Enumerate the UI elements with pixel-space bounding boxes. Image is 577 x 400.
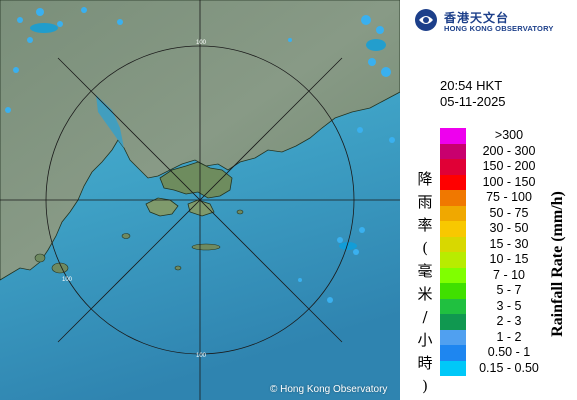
legend-swatch — [440, 159, 466, 175]
legend-swatch — [440, 252, 466, 268]
radar-echoes-dense — [30, 23, 386, 250]
copyright-notice: © Hong Kong Observatory — [270, 384, 388, 395]
hong-kong-landmass — [159, 161, 233, 199]
org-name-cn: 香港天文台 — [444, 11, 510, 25]
legend-title-cn-char: 降 — [417, 170, 433, 188]
radar-map-svg: 100 100 100 — [0, 0, 400, 400]
range-label-west: 100 — [62, 277, 73, 283]
legend-swatches — [440, 128, 466, 376]
hko-logo[interactable]: 香港天文台 HONG KONG OBSERVATORY — [414, 6, 574, 38]
radar-map[interactable]: 100 100 100 © Hong Kong Observatory — [0, 0, 400, 400]
legend-range-label: 50 - 75 — [489, 205, 529, 220]
range-rings — [0, 0, 400, 400]
legend-swatch — [440, 236, 466, 252]
legend-title-cn-char: 小 — [417, 331, 433, 349]
legend-title-cn-char: 時 — [417, 354, 433, 372]
timestamp-time: 20:54 HKT — [440, 78, 503, 93]
legend-title-cn-char: 雨 — [417, 193, 433, 211]
legend-title-cn-char: 米 — [417, 285, 433, 303]
legend-range-label: 2 - 3 — [496, 314, 522, 328]
legend-range-label: 15 - 30 — [489, 236, 529, 251]
legend-swatch — [440, 360, 466, 376]
legend-range-label: 30 - 50 — [489, 221, 529, 235]
legend-swatch — [440, 174, 466, 190]
legend-ranges: >300 200 - 300 150 - 200 100 - 150 75 - 100 5… — [466, 128, 552, 376]
legend-range-label: 7 - 10 — [493, 267, 525, 282]
legend-range-label: 200 - 300 — [482, 143, 536, 158]
legend-swatch — [440, 190, 466, 206]
legend-range-label: 10 - 15 — [489, 252, 529, 266]
legend-range-label: >300 — [494, 128, 524, 142]
legend-range-label: 1 - 2 — [496, 329, 522, 344]
legend-range-label: 100 - 150 — [482, 174, 536, 189]
legend-range-label: 5 - 7 — [496, 283, 522, 297]
legend-title-cn-char: ) — [422, 377, 428, 395]
legend-range-label: 3 - 5 — [496, 298, 522, 313]
outlying-islands — [34, 209, 244, 274]
legend-title-cn-char: ( — [422, 239, 428, 257]
legend-swatch — [440, 314, 466, 330]
legend-swatch — [440, 221, 466, 237]
legend-swatch — [440, 143, 466, 159]
legend-swatch — [440, 128, 466, 144]
legend-title-cn: 降雨率 ( 毫米 / 小時) — [414, 168, 436, 398]
legend-title-cn-char: / — [422, 308, 428, 326]
hko-emblem-icon — [415, 9, 437, 31]
legend-swatch — [440, 345, 466, 361]
legend-swatch — [440, 298, 466, 314]
org-name-en: HONG KONG OBSERVATORY — [444, 24, 554, 33]
legend-range-label: 150 - 200 — [482, 159, 536, 173]
legend-swatch — [440, 329, 466, 345]
legend-swatch — [440, 283, 466, 299]
lantau-island — [145, 197, 179, 217]
timestamp-date: 05-11-2025 — [440, 94, 506, 109]
range-label-north: 100 — [196, 40, 207, 46]
legend-range-label: 75 - 100 — [486, 190, 532, 204]
legend-title-cn-char: 毫 — [417, 262, 433, 280]
legend-range-label: 0.15 - 0.50 — [479, 360, 539, 375]
radar-echoes — [5, 7, 395, 303]
legend-title-en: Rainfall Rate (mm/h) — [549, 191, 566, 337]
legend-panel: 香港天文台 HONG KONG OBSERVATORY 20:54 HKT 05… — [400, 0, 577, 400]
legend-range-label: 0.50 - 1 — [487, 345, 531, 359]
range-label-south: 100 — [196, 353, 207, 359]
estuary-inlet — [96, 95, 124, 148]
legend-swatch — [440, 205, 466, 221]
legend-title-cn-char: 率 — [417, 216, 433, 234]
legend-swatch — [440, 267, 466, 283]
